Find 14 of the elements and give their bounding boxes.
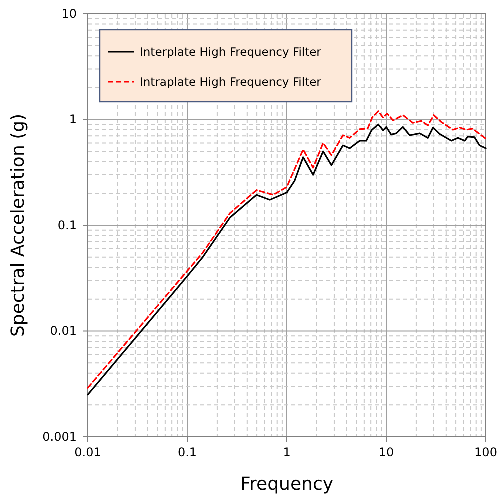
y-tick-label: 0.01 [50, 324, 77, 338]
legend-label: Interplate High Frequency Filter [140, 45, 322, 59]
x-axis-title: Frequency [240, 474, 334, 495]
y-tick-label: 1 [69, 112, 77, 127]
x-tick-label: 1 [283, 446, 291, 460]
x-tick-label: 0.1 [178, 446, 198, 460]
x-tick-label: 10 [378, 446, 394, 460]
legend-label: Intraplate High Frequency Filter [140, 75, 322, 89]
y-axis-title: Spectral Acceleration (g) [8, 114, 29, 338]
x-tick-label: 0.01 [74, 446, 102, 460]
x-tick-label: 100 [474, 446, 497, 460]
y-tick-label: 10 [62, 6, 77, 21]
y-tick-label: 0.001 [42, 430, 77, 444]
y-tick-label: 0.1 [58, 218, 77, 232]
